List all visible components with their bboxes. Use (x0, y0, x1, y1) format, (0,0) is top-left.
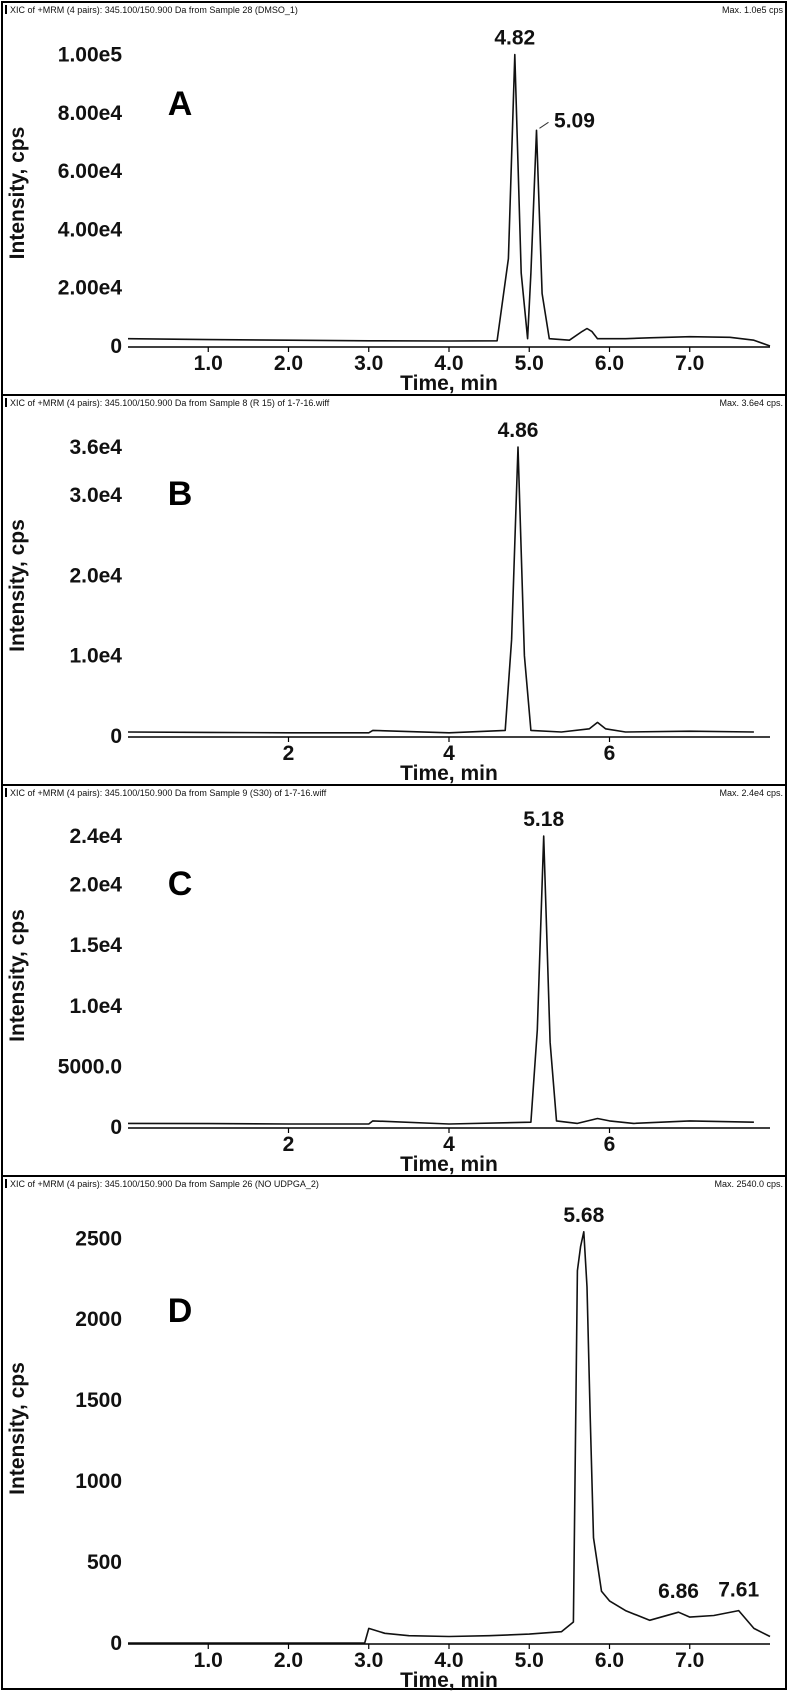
y-tick-label: 1500 (75, 1389, 122, 1412)
y-tick-label: 6.00e4 (58, 160, 123, 183)
y-tick-label: 8.00e4 (58, 102, 123, 125)
x-tick-label: 5.0 (515, 1649, 544, 1672)
y-axis-label: Intensity, cps (6, 1362, 29, 1495)
panel-header-left: XIC of +MRM (4 pairs): 345.100/150.900 D… (10, 5, 298, 15)
x-tick-label: 1.0 (194, 352, 223, 375)
peak-label: 7.61 (718, 1579, 759, 1602)
series-line (127, 446, 754, 734)
x-tick-label: 4 (443, 1133, 455, 1156)
peak-leader (539, 121, 549, 129)
peak-label: 5.68 (563, 1204, 604, 1227)
panel-header-right: Max. 1.0e5 cps (722, 5, 784, 15)
x-tick-label: 2.0 (274, 1649, 303, 1672)
y-tick-label: 1.5e4 (69, 934, 122, 957)
chart-panel-d: XIC of +MRM (4 pairs): 345.100/150.900 D… (1, 1175, 787, 1692)
x-tick-label: 7.0 (675, 352, 704, 375)
series-line (127, 835, 754, 1125)
y-tick-label: 2.0e4 (69, 874, 122, 897)
panel-header-right: Max. 2.4e4 cps. (719, 788, 783, 798)
peak-label: 4.86 (498, 419, 539, 442)
x-tick-label: 3.0 (354, 352, 383, 375)
y-tick-label: 1.00e5 (58, 44, 123, 67)
x-tick-label: 6.0 (595, 352, 624, 375)
y-tick-label: 2.0e4 (69, 564, 122, 587)
y-axis-label: Intensity, cps (6, 519, 29, 652)
peak-label: 4.82 (494, 27, 535, 50)
peak-label: 5.18 (523, 808, 564, 831)
x-tick-label: 2.0 (274, 352, 303, 375)
panel-letter: A (168, 85, 193, 123)
x-tick-label: 1.0 (194, 1649, 223, 1672)
panel-letter: C (168, 865, 193, 903)
y-tick-label: 0 (110, 1116, 122, 1139)
y-tick-label: 1.0e4 (69, 995, 122, 1018)
x-axis-label: Time, min (400, 1153, 498, 1176)
panel-header-left: XIC of +MRM (4 pairs): 345.100/150.900 D… (10, 398, 330, 408)
x-tick-label: 4 (443, 742, 455, 765)
x-axis-label: Time, min (400, 1669, 498, 1691)
chart-panel-c: XIC of +MRM (4 pairs): 345.100/150.900 D… (1, 784, 787, 1177)
chart-panel-a: XIC of +MRM (4 pairs): 345.100/150.900 D… (1, 1, 787, 396)
header-marker (5, 398, 7, 407)
x-axis-label: Time, min (400, 762, 498, 785)
panel-letter: B (168, 475, 193, 513)
header-marker (5, 788, 7, 797)
y-tick-label: 3.6e4 (69, 436, 122, 459)
x-tick-label: 2 (283, 1133, 295, 1156)
x-tick-label: 5.0 (515, 352, 544, 375)
y-tick-label: 500 (87, 1551, 122, 1574)
y-tick-label: 1.0e4 (69, 645, 122, 668)
x-axis-label: Time, min (400, 372, 498, 395)
y-tick-label: 0 (110, 1632, 122, 1655)
y-axis-label: Intensity, cps (6, 127, 29, 260)
panel-header-right: Max. 3.6e4 cps. (719, 398, 783, 408)
y-tick-label: 2.00e4 (58, 277, 123, 300)
y-tick-label: 0 (110, 335, 122, 358)
y-tick-label: 1000 (75, 1470, 122, 1493)
x-tick-label: 4.0 (434, 1649, 463, 1672)
y-tick-label: 3.0e4 (69, 484, 122, 507)
y-tick-label: 2500 (75, 1227, 122, 1250)
y-axis-label: Intensity, cps (6, 909, 29, 1042)
series-line (127, 53, 771, 347)
x-tick-label: 7.0 (675, 1649, 704, 1672)
panel-letter: D (168, 1292, 193, 1330)
x-tick-label: 3.0 (354, 1649, 383, 1672)
y-tick-label: 4.00e4 (58, 218, 123, 241)
x-tick-label: 6.0 (595, 1649, 624, 1672)
y-tick-label: 0 (110, 725, 122, 748)
panel-frame (1, 1175, 787, 1690)
x-tick-label: 6 (604, 742, 616, 765)
y-tick-label: 2000 (75, 1308, 122, 1331)
header-marker (5, 5, 7, 14)
y-tick-label: 5000.0 (58, 1055, 122, 1078)
chart-panel-b: XIC of +MRM (4 pairs): 345.100/150.900 D… (1, 394, 787, 786)
x-tick-label: 4.0 (434, 352, 463, 375)
panel-header-left: XIC of +MRM (4 pairs): 345.100/150.900 D… (10, 788, 327, 798)
header-marker (5, 1179, 7, 1188)
panel-header-right: Max. 2540.0 cps. (714, 1179, 783, 1189)
x-tick-label: 2 (283, 742, 295, 765)
peak-label: 6.86 (658, 1580, 699, 1603)
peak-label: 5.09 (554, 109, 595, 132)
panel-header-left: XIC of +MRM (4 pairs): 345.100/150.900 D… (10, 1179, 319, 1189)
y-tick-label: 2.4e4 (69, 825, 122, 848)
x-tick-label: 6 (604, 1133, 616, 1156)
series-line (128, 1231, 771, 1644)
